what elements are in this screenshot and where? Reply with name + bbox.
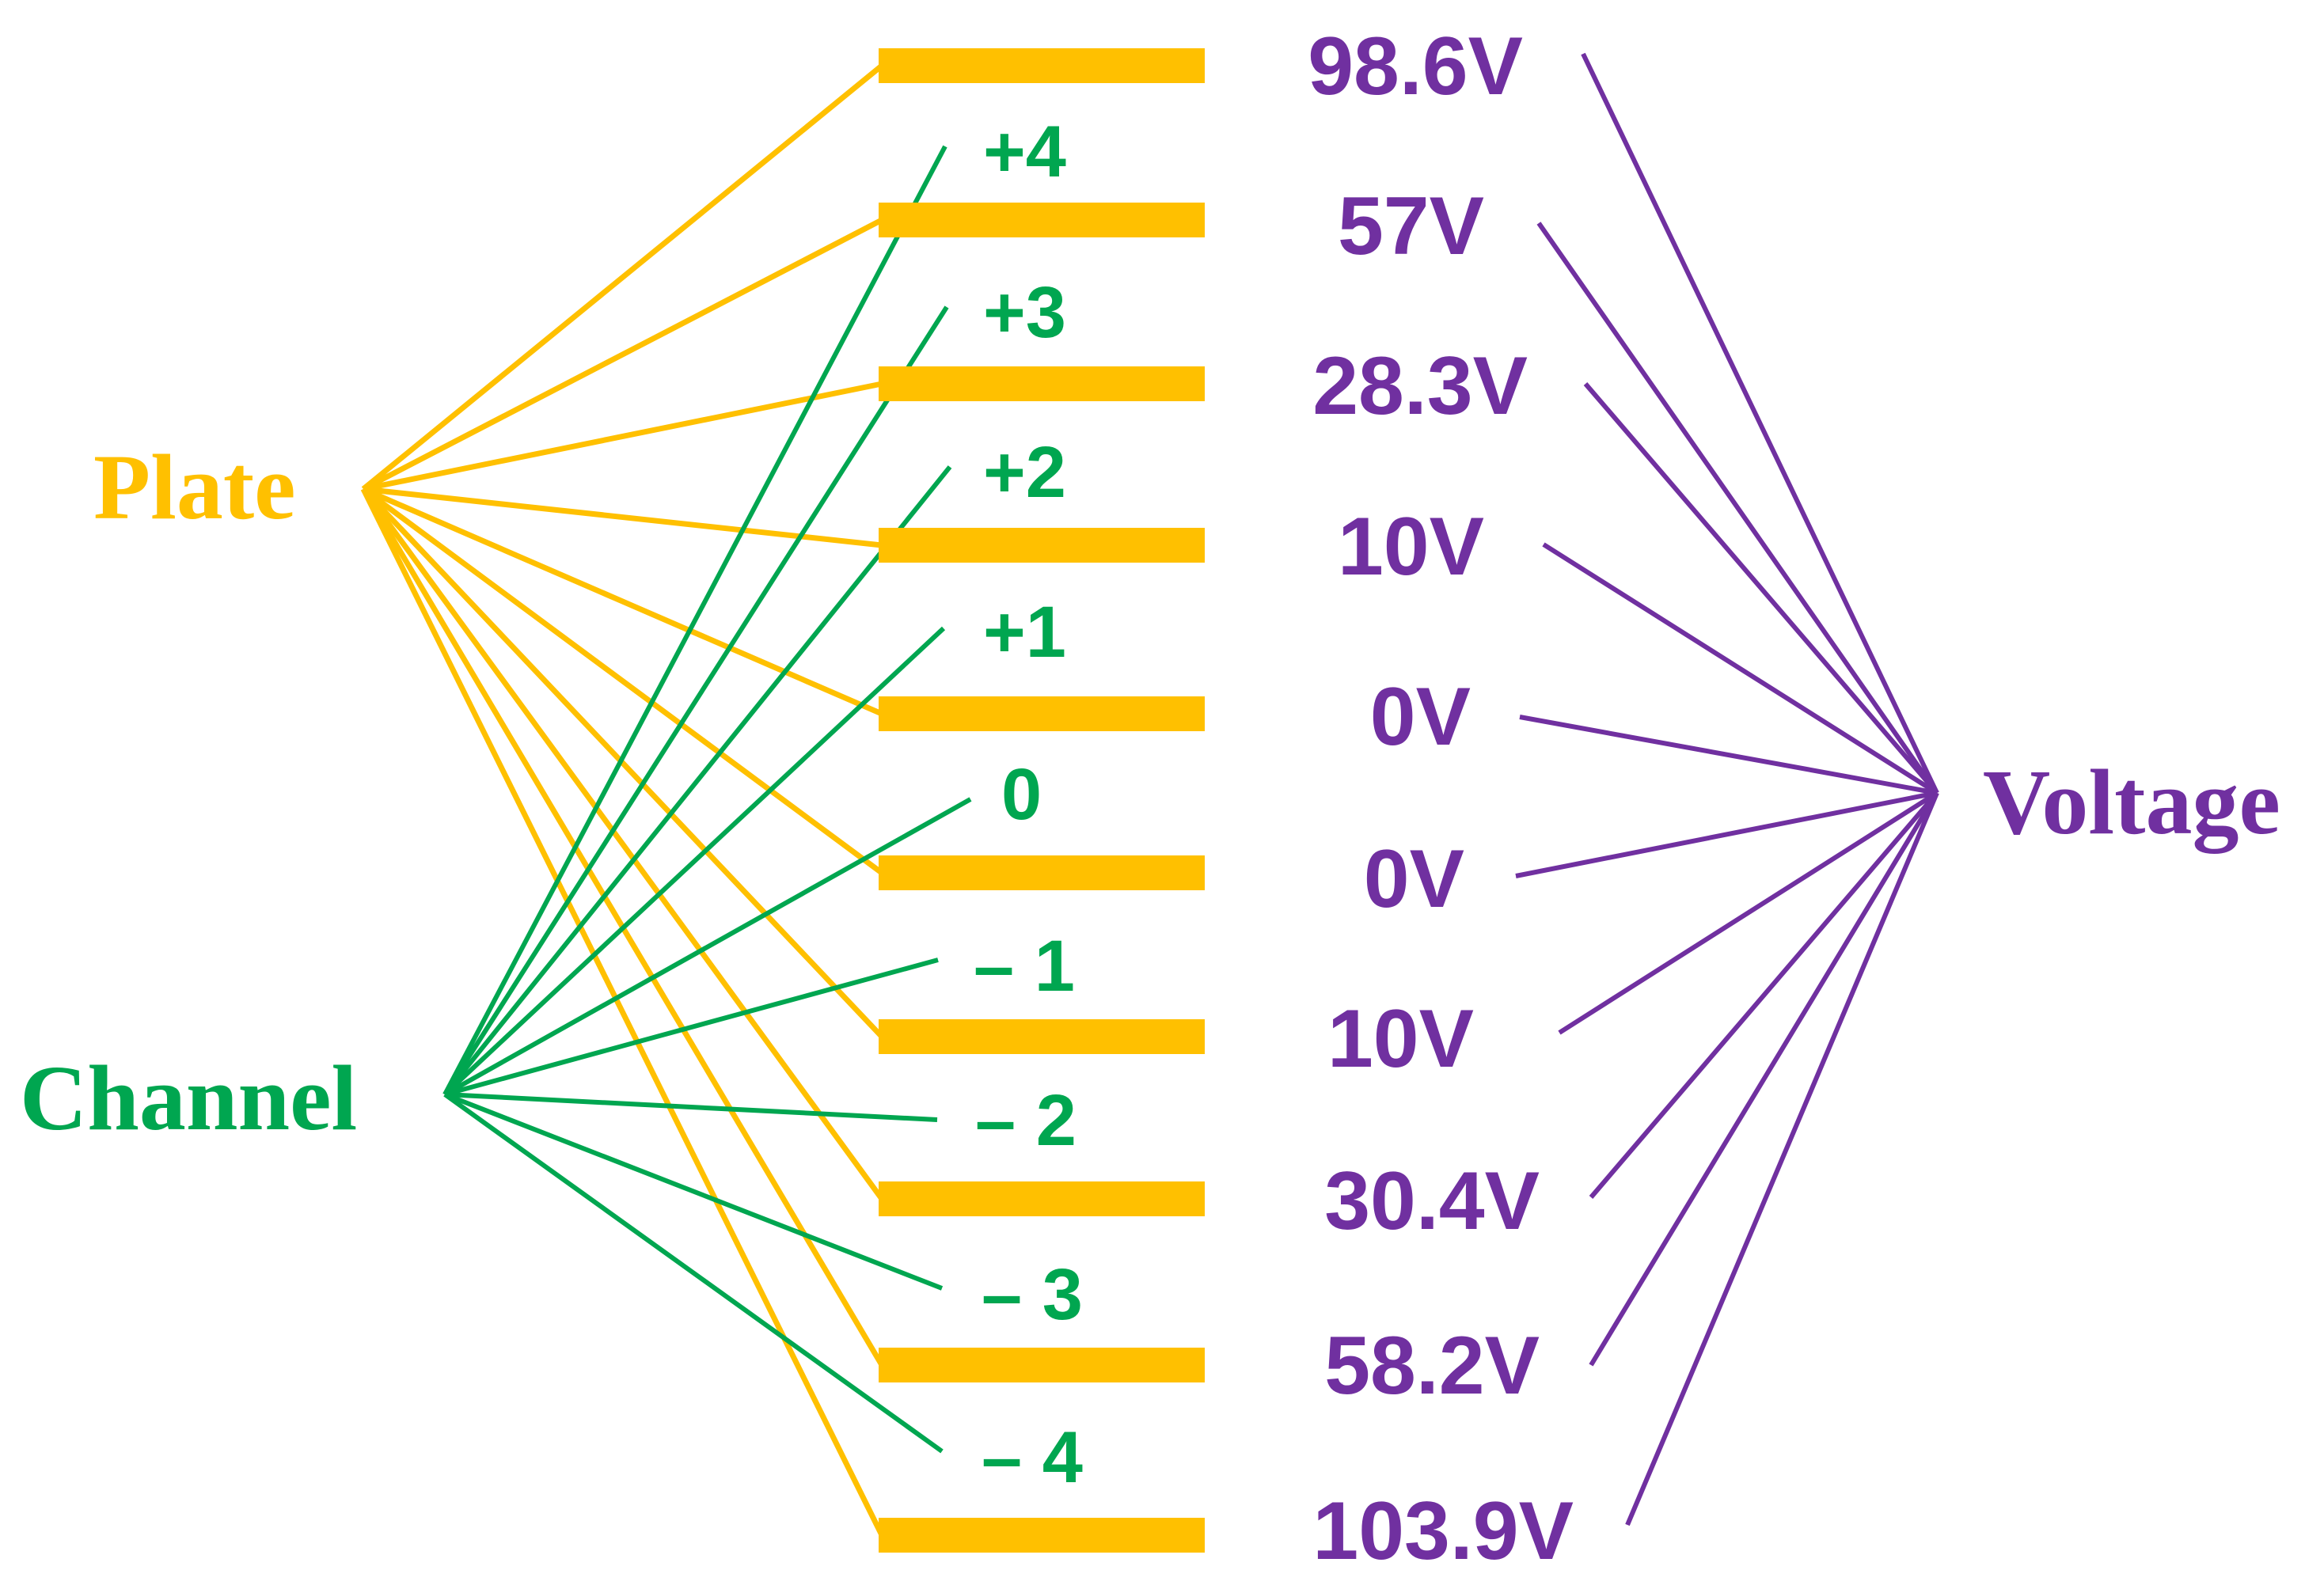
channel-connector-line [443, 1092, 944, 1291]
voltage-connector-line [1558, 791, 1939, 1035]
voltage-connector-line [1542, 542, 1939, 795]
voltage-value-label: 30.4V [1324, 1155, 1540, 1247]
voltage-value-label: 0V [1370, 671, 1471, 763]
voltage-value-label: 28.3V [1312, 340, 1528, 432]
plate-connector-line [363, 486, 883, 548]
voltage-connector-line [1583, 382, 1939, 794]
channel-label: Channel [20, 1046, 357, 1150]
plate-bar [879, 366, 1205, 401]
channel-number-label: – 1 [974, 926, 1075, 1007]
voltage-value-label: 98.6V [1308, 21, 1523, 112]
channel-number-label: – 4 [982, 1417, 1083, 1498]
voltage-connector-line [1536, 222, 1939, 794]
plate-connector-line [361, 487, 884, 875]
plate-bar [879, 1518, 1205, 1553]
plate-label: Plate [93, 435, 296, 539]
plate-connector-line [362, 217, 883, 492]
plate-bar [879, 1181, 1205, 1216]
plate-bar [879, 1019, 1205, 1054]
voltage-value-label: 57V [1338, 180, 1484, 272]
voltage-value-label: 10V [1338, 501, 1484, 593]
plate-connector-line [363, 381, 883, 492]
plate-connector-line [361, 487, 884, 1201]
voltage-connector-line [1519, 715, 1938, 795]
plate-bar [879, 528, 1205, 563]
plate-connector-lines [360, 63, 885, 1537]
voltage-connector-line [1515, 791, 1938, 878]
channel-number-label: +2 [983, 432, 1066, 513]
channel-number-label: +4 [983, 112, 1066, 192]
voltage-value-label: 58.2V [1324, 1320, 1540, 1412]
channel-connector-line [444, 958, 939, 1097]
voltage-value-label: 10V [1327, 993, 1474, 1085]
channel-connector-line [442, 626, 946, 1097]
voltage-connector-line [1589, 791, 1939, 1367]
plate-connector-line [362, 486, 883, 717]
voltage-connector-line [1581, 52, 1939, 794]
channel-connector-line [442, 305, 949, 1096]
voltage-value-labels: 98.6V 57V 28.3V 10V 0V 0V 10V 30.4V 58.2V 103.9V [1308, 21, 1574, 1577]
channel-connector-line [444, 1092, 938, 1122]
channel-connector-line [443, 1092, 944, 1454]
channel-number-label: 0 [1001, 754, 1042, 835]
channel-number-labels: +4 +3 +2 +1 0 – 1 – 2 – 3 – 4 [974, 112, 1083, 1498]
plate-bars [879, 48, 1205, 1553]
voltage-label: Voltage [1983, 750, 2280, 854]
voltage-value-label: 103.9V [1312, 1485, 1574, 1577]
channel-connector-line [443, 797, 972, 1097]
plate-connector-line [361, 63, 884, 491]
plate-connector-line [360, 487, 885, 1537]
plate-bar [879, 48, 1205, 83]
channel-connector-line [442, 145, 947, 1096]
voltage-value-label: 0V [1364, 833, 1464, 925]
channel-number-label: – 2 [975, 1080, 1077, 1161]
plate-connector-line [361, 487, 884, 1039]
channel-number-label: +3 [983, 272, 1066, 353]
channel-connector-line [442, 465, 952, 1096]
plate-bar [879, 1348, 1205, 1382]
plate-bar [879, 696, 1205, 731]
channel-connector-lines [442, 145, 972, 1454]
plate-bar [879, 855, 1205, 890]
plate-bar [879, 203, 1205, 237]
voltage-connector-line [1625, 791, 1939, 1526]
channel-number-label: +1 [983, 592, 1066, 673]
channel-number-label: – 3 [982, 1254, 1083, 1335]
voltage-connector-line [1589, 791, 1939, 1199]
voltage-connector-lines [1515, 52, 1939, 1526]
